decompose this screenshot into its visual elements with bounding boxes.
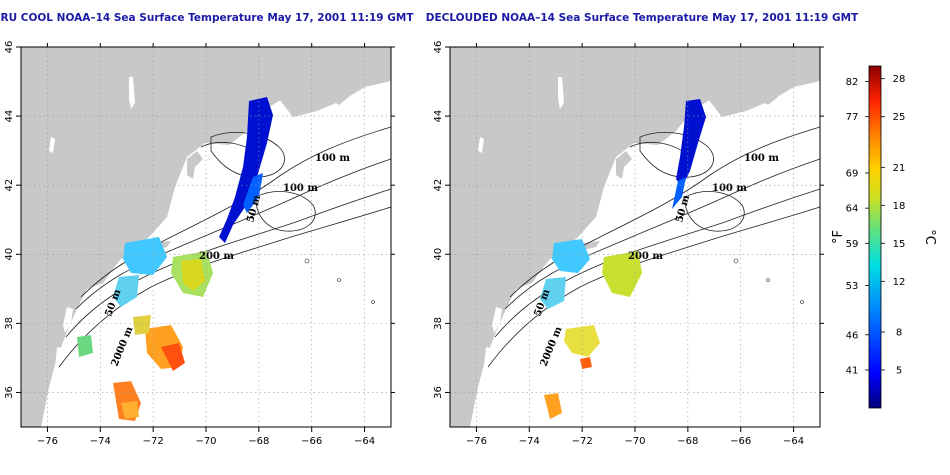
contour-label-100m-a: 100 m: [315, 153, 350, 164]
left-map-panel: 100 m 100 m 50 m 200 m 50 m 2000 m −76 −7…: [4, 41, 395, 447]
x-tick-label: −76: [466, 436, 487, 447]
y-tick-label: 42: [4, 179, 15, 192]
colorbar-label-fahrenheit: 41: [846, 366, 859, 377]
colorbar-label-fahrenheit: 53: [846, 281, 859, 292]
y-tick-label: 40: [433, 248, 444, 261]
contour-label-100m-b: 100 m: [283, 183, 318, 194]
x-tick-label: −64: [354, 436, 375, 447]
colorbar-label-celsius: 8: [896, 328, 902, 339]
colorbar-gradient: [868, 65, 882, 409]
colorbar-label-fahrenheit: 64: [846, 204, 859, 215]
colorbar-ticks: 28 25 21 18 15 12 8 5 82 77 69 64 59 53 46 41: [846, 74, 906, 376]
right-axis-ticks: −76 −74 −72 −70 −68 −66 −64 36 38 40 42 44 46: [433, 41, 824, 447]
colorbar-label-celsius: 5: [896, 366, 902, 377]
x-tick-label: −68: [677, 436, 698, 447]
colorbar-label-fahrenheit: 69: [846, 168, 859, 179]
x-tick-label: −72: [143, 436, 164, 447]
colorbar-label-celsius: 15: [893, 239, 906, 250]
x-tick-label: −72: [572, 436, 593, 447]
y-tick-label: 38: [4, 317, 15, 330]
colorbar-unit-fahrenheit: °F: [831, 230, 846, 244]
temperature-colorbar: 28 25 21 18 15 12 8 5 82 77 69 64 59 53 46 41 °F °C: [831, 65, 937, 409]
right-map-panel: 100 m 100 m 50 m 200 m 50 m 2000 m −76 −7…: [433, 41, 824, 447]
x-tick-label: −70: [624, 436, 645, 447]
contour-label-200m: 200 m: [199, 251, 234, 262]
colorbar-label-fahrenheit: 77: [846, 112, 859, 123]
sst-data-patches: [77, 97, 273, 421]
y-tick-label: 42: [433, 179, 444, 192]
y-tick-label: 38: [433, 317, 444, 330]
sst-data-patches: [540, 99, 706, 419]
right-grid: [450, 46, 820, 427]
x-tick-label: −76: [37, 436, 58, 447]
y-tick-label: 40: [4, 248, 15, 261]
colorbar-label-fahrenheit: 82: [846, 77, 859, 88]
colorbar-label-celsius: 28: [893, 74, 906, 85]
x-tick-label: −70: [195, 436, 216, 447]
contour-label-100m-a: 100 m: [744, 153, 779, 164]
contour-label-100m-b: 100 m: [712, 183, 747, 194]
x-tick-label: −74: [90, 436, 111, 447]
y-tick-label: 46: [433, 41, 444, 54]
y-tick-label: 44: [433, 110, 444, 123]
x-tick-label: −68: [248, 436, 269, 447]
x-tick-label: −66: [730, 436, 751, 447]
x-tick-label: −74: [519, 436, 540, 447]
y-tick-label: 36: [4, 386, 15, 399]
x-tick-label: −66: [301, 436, 322, 447]
colorbar-label-fahrenheit: 46: [846, 330, 859, 341]
left-axis-ticks: −76 −74 −72 −70 −68 −66 −64 36 38 40 42 44 46: [4, 41, 395, 447]
colorbar-unit-celsius: °C: [922, 229, 937, 245]
colorbar-label-celsius: 18: [893, 201, 906, 212]
y-tick-label: 44: [4, 110, 15, 123]
left-panel-title: RU COOL NOAA–14 Sea Surface Temperature …: [0, 12, 414, 24]
left-grid: [21, 46, 391, 427]
y-tick-label: 36: [433, 386, 444, 399]
y-tick-label: 46: [4, 41, 15, 54]
colorbar-label-fahrenheit: 59: [846, 239, 859, 250]
colorbar-label-celsius: 25: [893, 112, 906, 123]
right-panel-title: DECLOUDED NOAA–14 Sea Surface Temperatur…: [426, 12, 859, 24]
colorbar-label-celsius: 12: [893, 277, 906, 288]
x-tick-label: −64: [783, 436, 804, 447]
contour-label-200m: 200 m: [628, 251, 663, 262]
colorbar-label-celsius: 21: [893, 163, 906, 174]
